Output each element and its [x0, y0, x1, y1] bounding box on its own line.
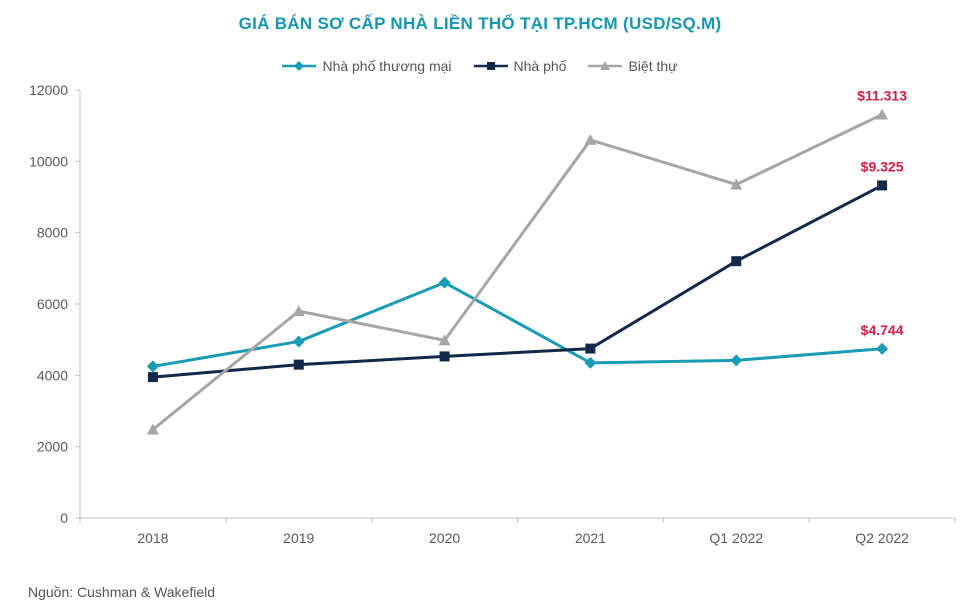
x-tick-label: 2020	[429, 530, 460, 546]
y-tick-label: 8000	[37, 225, 68, 241]
data-point-marker	[438, 334, 451, 346]
data-point-marker	[147, 372, 158, 383]
x-tick-label: 2018	[137, 530, 168, 546]
x-tick-label: Q1 2022	[709, 530, 763, 546]
y-tick-label: 6000	[37, 296, 68, 312]
data-point-marker	[292, 335, 305, 348]
y-tick-label: 10000	[29, 153, 68, 169]
data-point-marker	[585, 343, 596, 354]
y-tick-label: 4000	[37, 367, 68, 383]
data-point-marker	[292, 305, 305, 317]
y-tick-label: 12000	[29, 82, 68, 98]
data-point-marker	[876, 342, 889, 355]
x-tick-label: 2021	[575, 530, 606, 546]
data-point-marker	[439, 351, 450, 362]
legend-item-biet-thu: Biệt thự	[588, 58, 678, 74]
data-point-marker	[584, 133, 597, 145]
data-point-marker	[730, 354, 743, 367]
x-tick-label: Q2 2022	[855, 530, 909, 546]
series-line-2	[151, 113, 883, 431]
series-line-0	[152, 281, 883, 368]
legend-swatch-diamond-icon	[282, 61, 317, 71]
source-note: Nguồn: Cushman & Wakefield	[28, 584, 216, 600]
series-line-1	[152, 184, 883, 379]
legend-swatch-triangle-icon	[588, 61, 623, 70]
x-tick-label: 2019	[283, 530, 314, 546]
legend: Nhà phố thương mại Nhà phố Biệt thự	[0, 58, 960, 74]
data-point-marker	[876, 108, 889, 120]
data-point-marker	[877, 180, 888, 191]
data-point-marker	[438, 276, 451, 289]
plot-area: 0 2000 4000 6000 8000 10000 12000 2018 2019 2020 2…	[29, 82, 956, 546]
legend-label: Biệt thự	[628, 58, 678, 74]
data-point-marker	[293, 359, 304, 370]
legend-swatch-square-icon	[473, 62, 508, 70]
y-tick-label: 0	[60, 510, 68, 526]
chart-title: GIÁ BÁN SƠ CẤP NHÀ LIỀN THỔ TẠI TP.HCM (…	[238, 14, 722, 33]
data-point-marker	[146, 360, 159, 373]
y-tick-label: 2000	[37, 439, 68, 455]
data-point-marker	[730, 178, 743, 190]
data-label-end-0: $4.744	[861, 322, 904, 338]
data-point-marker	[584, 356, 597, 369]
data-point-marker	[731, 256, 742, 267]
data-point-marker	[146, 423, 159, 435]
data-label-end-2: $11.313	[857, 88, 907, 104]
legend-item-nha-pho-thuong-mai: Nhà phố thương mại	[282, 58, 452, 74]
legend-label: Nhà phố	[513, 58, 567, 74]
legend-label: Nhà phố thương mại	[322, 58, 452, 74]
data-label-end-1: $9.325	[861, 158, 904, 174]
legend-item-nha-pho: Nhà phố	[473, 58, 567, 74]
